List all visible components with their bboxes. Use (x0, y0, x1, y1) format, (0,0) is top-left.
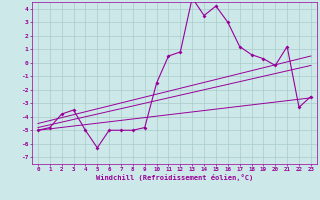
X-axis label: Windchill (Refroidissement éolien,°C): Windchill (Refroidissement éolien,°C) (96, 174, 253, 181)
